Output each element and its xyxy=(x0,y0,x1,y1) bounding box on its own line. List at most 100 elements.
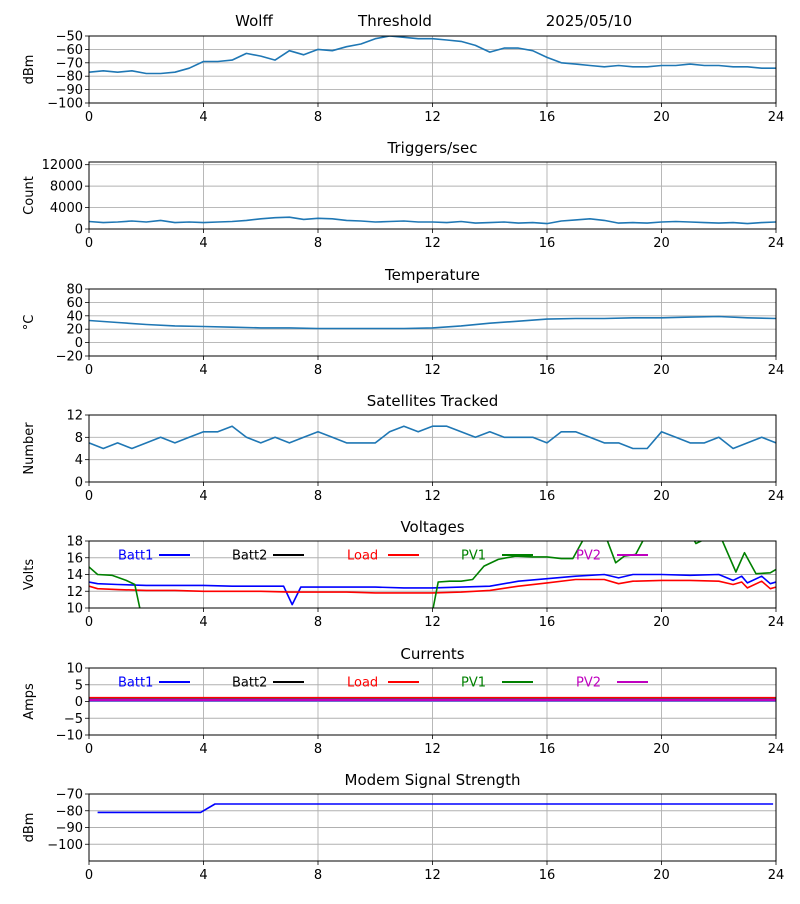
x-tick-label: 4 xyxy=(199,868,207,883)
y-tick-label: 4000 xyxy=(50,201,83,216)
y-tick-label: 14 xyxy=(66,568,83,583)
x-tick-label: 0 xyxy=(85,868,93,883)
y-axis-label: dBm xyxy=(22,55,37,85)
x-tick-label: 20 xyxy=(653,615,670,630)
x-tick-label: 8 xyxy=(314,489,322,504)
x-tick-label: 20 xyxy=(653,236,670,251)
x-tick-label: 12 xyxy=(424,615,441,630)
legend-label-pv1: PV1 xyxy=(461,549,486,564)
x-tick-label: 4 xyxy=(199,489,207,504)
x-tick-label: 4 xyxy=(199,236,207,251)
y-axis-label: dBm xyxy=(22,813,37,843)
grid-currents xyxy=(88,667,777,736)
x-tick-label: 8 xyxy=(314,742,322,757)
y-tick-label: 12 xyxy=(66,585,83,600)
panel-satellites: 0 4 8 12 16 20 24 0 4 8 12 Satellites Tracked Number xyxy=(22,392,784,504)
x-tick-label: 24 xyxy=(768,110,785,125)
y-tick-label: 10 xyxy=(66,602,83,617)
x-tick-label: 0 xyxy=(85,615,93,630)
chart-title: Satellites Tracked xyxy=(367,392,498,410)
x-tick-label: 20 xyxy=(653,110,670,125)
x-tick-label: 24 xyxy=(768,615,785,630)
x-tick-label: 20 xyxy=(653,868,670,883)
grid-signal xyxy=(88,35,777,104)
y-tick-label: 8000 xyxy=(50,180,83,195)
chart-title: Temperature xyxy=(384,266,480,284)
x-tick-label: 24 xyxy=(768,742,785,757)
legend-label-batt2: Batt2 xyxy=(232,549,267,564)
grid-satellites xyxy=(88,414,777,483)
x-tick-label: 16 xyxy=(539,236,556,251)
x-tick-label: 16 xyxy=(539,110,556,125)
y-tick-label: 0 xyxy=(75,223,83,238)
series-triggers xyxy=(89,216,776,225)
y-tick-label: 12000 xyxy=(42,158,83,173)
x-tick-label: 24 xyxy=(768,236,785,251)
panel-modem: 0 4 8 12 16 20 24 −100 −90 −80−70 Modem Signal Str… xyxy=(22,771,784,883)
header-date: 2025/05/10 xyxy=(546,12,632,30)
y-axis-label: Volts xyxy=(22,559,37,591)
y-tick-label: 0 xyxy=(75,695,83,710)
panel-triggers: 0 4 8 12 16 20 24 0 4000 8000 12000 Triggers/sec Cou… xyxy=(22,139,784,251)
y-tick-label: −80 xyxy=(56,804,83,819)
x-tick-label: 20 xyxy=(653,363,670,378)
x-tick-label: 12 xyxy=(424,489,441,504)
y-tick-label: 12 xyxy=(66,409,83,424)
x-tick-label: 8 xyxy=(314,615,322,630)
x-tick-label: 4 xyxy=(199,615,207,630)
x-tick-label: 12 xyxy=(424,868,441,883)
y-tick-label: −90 xyxy=(56,821,83,836)
legend-label-pv2: PV2 xyxy=(576,549,601,564)
x-tick-label: 16 xyxy=(539,363,556,378)
y-tick-label: −100 xyxy=(47,838,83,853)
x-tick-label: 24 xyxy=(768,868,785,883)
y-axis-label: Count xyxy=(22,176,37,215)
x-tick-label: 8 xyxy=(314,868,322,883)
x-tick-label: 20 xyxy=(653,742,670,757)
header-station: Wolff xyxy=(235,12,273,30)
y-tick-label: 18 xyxy=(66,535,83,550)
y-tick-label: −100 xyxy=(47,97,83,112)
header-mode: Threshold xyxy=(357,12,432,30)
y-tick-label: 16 xyxy=(66,551,83,566)
y-tick-label: 80 xyxy=(66,283,83,298)
legend-label-load: Load xyxy=(347,676,378,691)
y-tick-label: 8 xyxy=(75,431,83,446)
legend-label-batt1: Batt1 xyxy=(118,549,153,564)
legend-label-pv1: PV1 xyxy=(461,676,486,691)
series-pv1 xyxy=(89,541,776,608)
x-tick-label: 0 xyxy=(85,489,93,504)
legend-label-batt1: Batt1 xyxy=(118,676,153,691)
y-tick-label: 60 xyxy=(66,296,83,311)
y-tick-label: 4 xyxy=(75,453,83,468)
y-axis-label: °C xyxy=(22,315,37,331)
series-modem xyxy=(97,803,774,814)
y-tick-label: −80 xyxy=(56,70,83,85)
chart-title: Triggers/sec xyxy=(387,139,478,157)
x-tick-label: 12 xyxy=(424,110,441,125)
x-tick-label: 16 xyxy=(539,615,556,630)
x-tick-label: 4 xyxy=(199,363,207,378)
x-tick-label: 0 xyxy=(85,110,93,125)
x-tick-label: 0 xyxy=(85,363,93,378)
x-tick-label: 16 xyxy=(539,868,556,883)
grid-triggers xyxy=(88,162,777,230)
legend-label-pv2: PV2 xyxy=(576,676,601,691)
x-tick-label: 16 xyxy=(539,489,556,504)
x-tick-label: 16 xyxy=(539,742,556,757)
grid-temperature xyxy=(88,288,777,357)
y-tick-label: −60 xyxy=(56,43,83,58)
x-tick-label: 0 xyxy=(85,742,93,757)
y-tick-label: −10 xyxy=(56,729,83,744)
legend-label-batt2: Batt2 xyxy=(232,676,267,691)
y-tick-label: 40 xyxy=(66,309,83,324)
x-tick-label: 8 xyxy=(314,110,322,125)
y-tick-label: 5 xyxy=(75,678,83,693)
y-tick-label: −90 xyxy=(56,83,83,98)
x-tick-label: 20 xyxy=(653,489,670,504)
legend-label-load: Load xyxy=(347,549,378,564)
y-tick-label: −70 xyxy=(56,56,83,71)
chart-title: Modem Signal Strength xyxy=(345,771,521,789)
